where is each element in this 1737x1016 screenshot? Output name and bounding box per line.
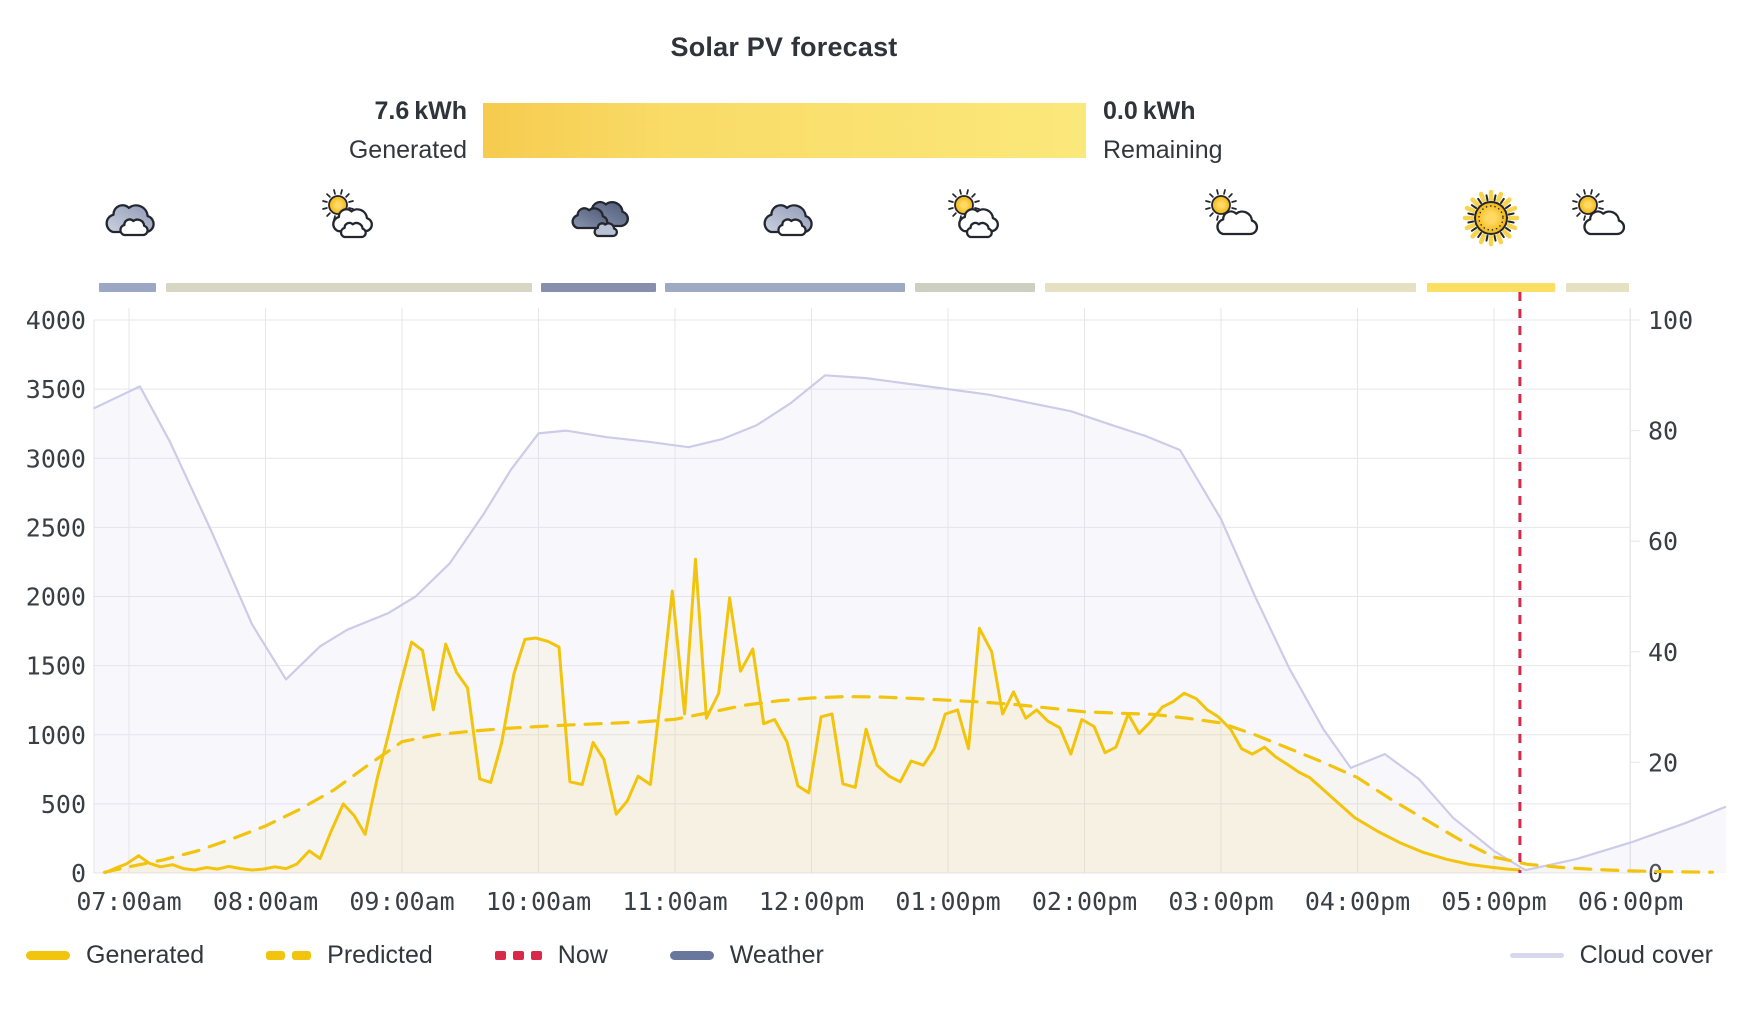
- x-axis-tick-label: 09:00am: [349, 887, 454, 916]
- generated-line: [103, 557, 1521, 875]
- right-axis-tick-label: 60: [1648, 527, 1678, 556]
- x-axis-tick-label: 11:00am: [622, 887, 727, 916]
- legend-item-weather[interactable]: Weather: [669, 941, 824, 970]
- legend-item-generated[interactable]: Generated: [26, 941, 204, 970]
- legend-label: Now: [557, 941, 608, 969]
- partly-sunny-icon: [317, 186, 381, 250]
- left-axis-tick-label: 3500: [26, 375, 86, 404]
- x-axis-tick-label: 01:00pm: [895, 887, 1000, 916]
- legend-item-predicted[interactable]: Predicted: [266, 941, 433, 970]
- remaining-value: 0.0 kWh: [1103, 97, 1196, 125]
- generated-value: 7.6 kWh: [374, 97, 467, 125]
- page-title: Solar PV forecast: [670, 32, 898, 62]
- x-axis-tick-label: 05:00pm: [1441, 887, 1546, 916]
- legend-label: Cloud cover: [1579, 941, 1713, 969]
- legend-swatch: [494, 951, 542, 960]
- left-axis-tick-label: 3000: [26, 444, 86, 473]
- right-axis-tick-label: 0: [1648, 859, 1663, 888]
- cloud-cover-area: [93, 375, 1726, 873]
- left-axis-tick-label: 0: [71, 859, 86, 888]
- legend-swatch: [669, 951, 714, 960]
- x-axis-tick-label: 07:00am: [76, 887, 181, 916]
- right-axis-tick-label: 20: [1648, 748, 1678, 777]
- generated-area: [104, 559, 1520, 873]
- legend-swatch: [266, 951, 312, 960]
- cloudy-icon: [96, 186, 160, 250]
- right-axis-tick-label: 80: [1648, 417, 1678, 446]
- x-axis-tick-label: 02:00pm: [1032, 887, 1137, 916]
- right-axis-tick-label: 40: [1648, 638, 1678, 667]
- generated-label: Generated: [348, 136, 467, 164]
- x-axis-tick-label: 04:00pm: [1305, 887, 1410, 916]
- left-axis-tick-label: 1500: [26, 652, 86, 681]
- remaining-label: Remaining: [1103, 136, 1223, 164]
- left-axis-tick-label: 500: [41, 790, 86, 819]
- chart-legend: Generated Predicted Now Weather Cloud cover: [26, 941, 1713, 970]
- left-axis-tick-label: 4000: [26, 306, 86, 335]
- left-axis-tick-label: 2500: [26, 513, 86, 542]
- left-axis-tick-label: 1000: [26, 721, 86, 750]
- mostly-sunny-icon: [1199, 186, 1263, 250]
- mostly-sunny-icon: [1566, 186, 1630, 250]
- legend-item-cloud-cover[interactable]: Cloud cover: [1509, 941, 1713, 970]
- dark-clouds-icon: [567, 186, 631, 250]
- x-axis-tick-label: 08:00am: [213, 887, 318, 916]
- left-axis-tick-label: 2000: [26, 583, 86, 612]
- legend-label: Predicted: [327, 941, 433, 969]
- cloudy-icon: [754, 186, 818, 250]
- legend-item-now[interactable]: Now: [494, 941, 608, 970]
- right-axis-tick-label: 100: [1648, 306, 1693, 335]
- legend-label: Generated: [86, 941, 205, 969]
- cloud-cover-line: [93, 374, 1727, 872]
- x-axis-tick-label: 12:00pm: [759, 887, 864, 916]
- predicted-area: [104, 696, 1713, 873]
- legend-label: Weather: [729, 941, 824, 969]
- x-axis-tick-label: 10:00am: [486, 887, 591, 916]
- generation-progress-bar: [483, 103, 1086, 158]
- x-axis-tick-label: 03:00pm: [1168, 887, 1273, 916]
- generated-stat: 7.6 kWh Generated: [180, 97, 467, 165]
- legend-swatch: [1509, 953, 1564, 958]
- x-axis-tick-label: 06:00pm: [1578, 887, 1683, 916]
- predicted-line: [102, 695, 1714, 874]
- forecast-chart: 0 500 1000 1500 2000 2500 3000 3500 4000 0 20 40 60 8…: [26, 292, 1727, 916]
- sunny-icon: [1459, 186, 1523, 250]
- partly-sunny-icon: [943, 186, 1007, 250]
- remaining-stat: 0.0 kWh Remaining: [1103, 97, 1403, 165]
- legend-swatch: [26, 951, 70, 960]
